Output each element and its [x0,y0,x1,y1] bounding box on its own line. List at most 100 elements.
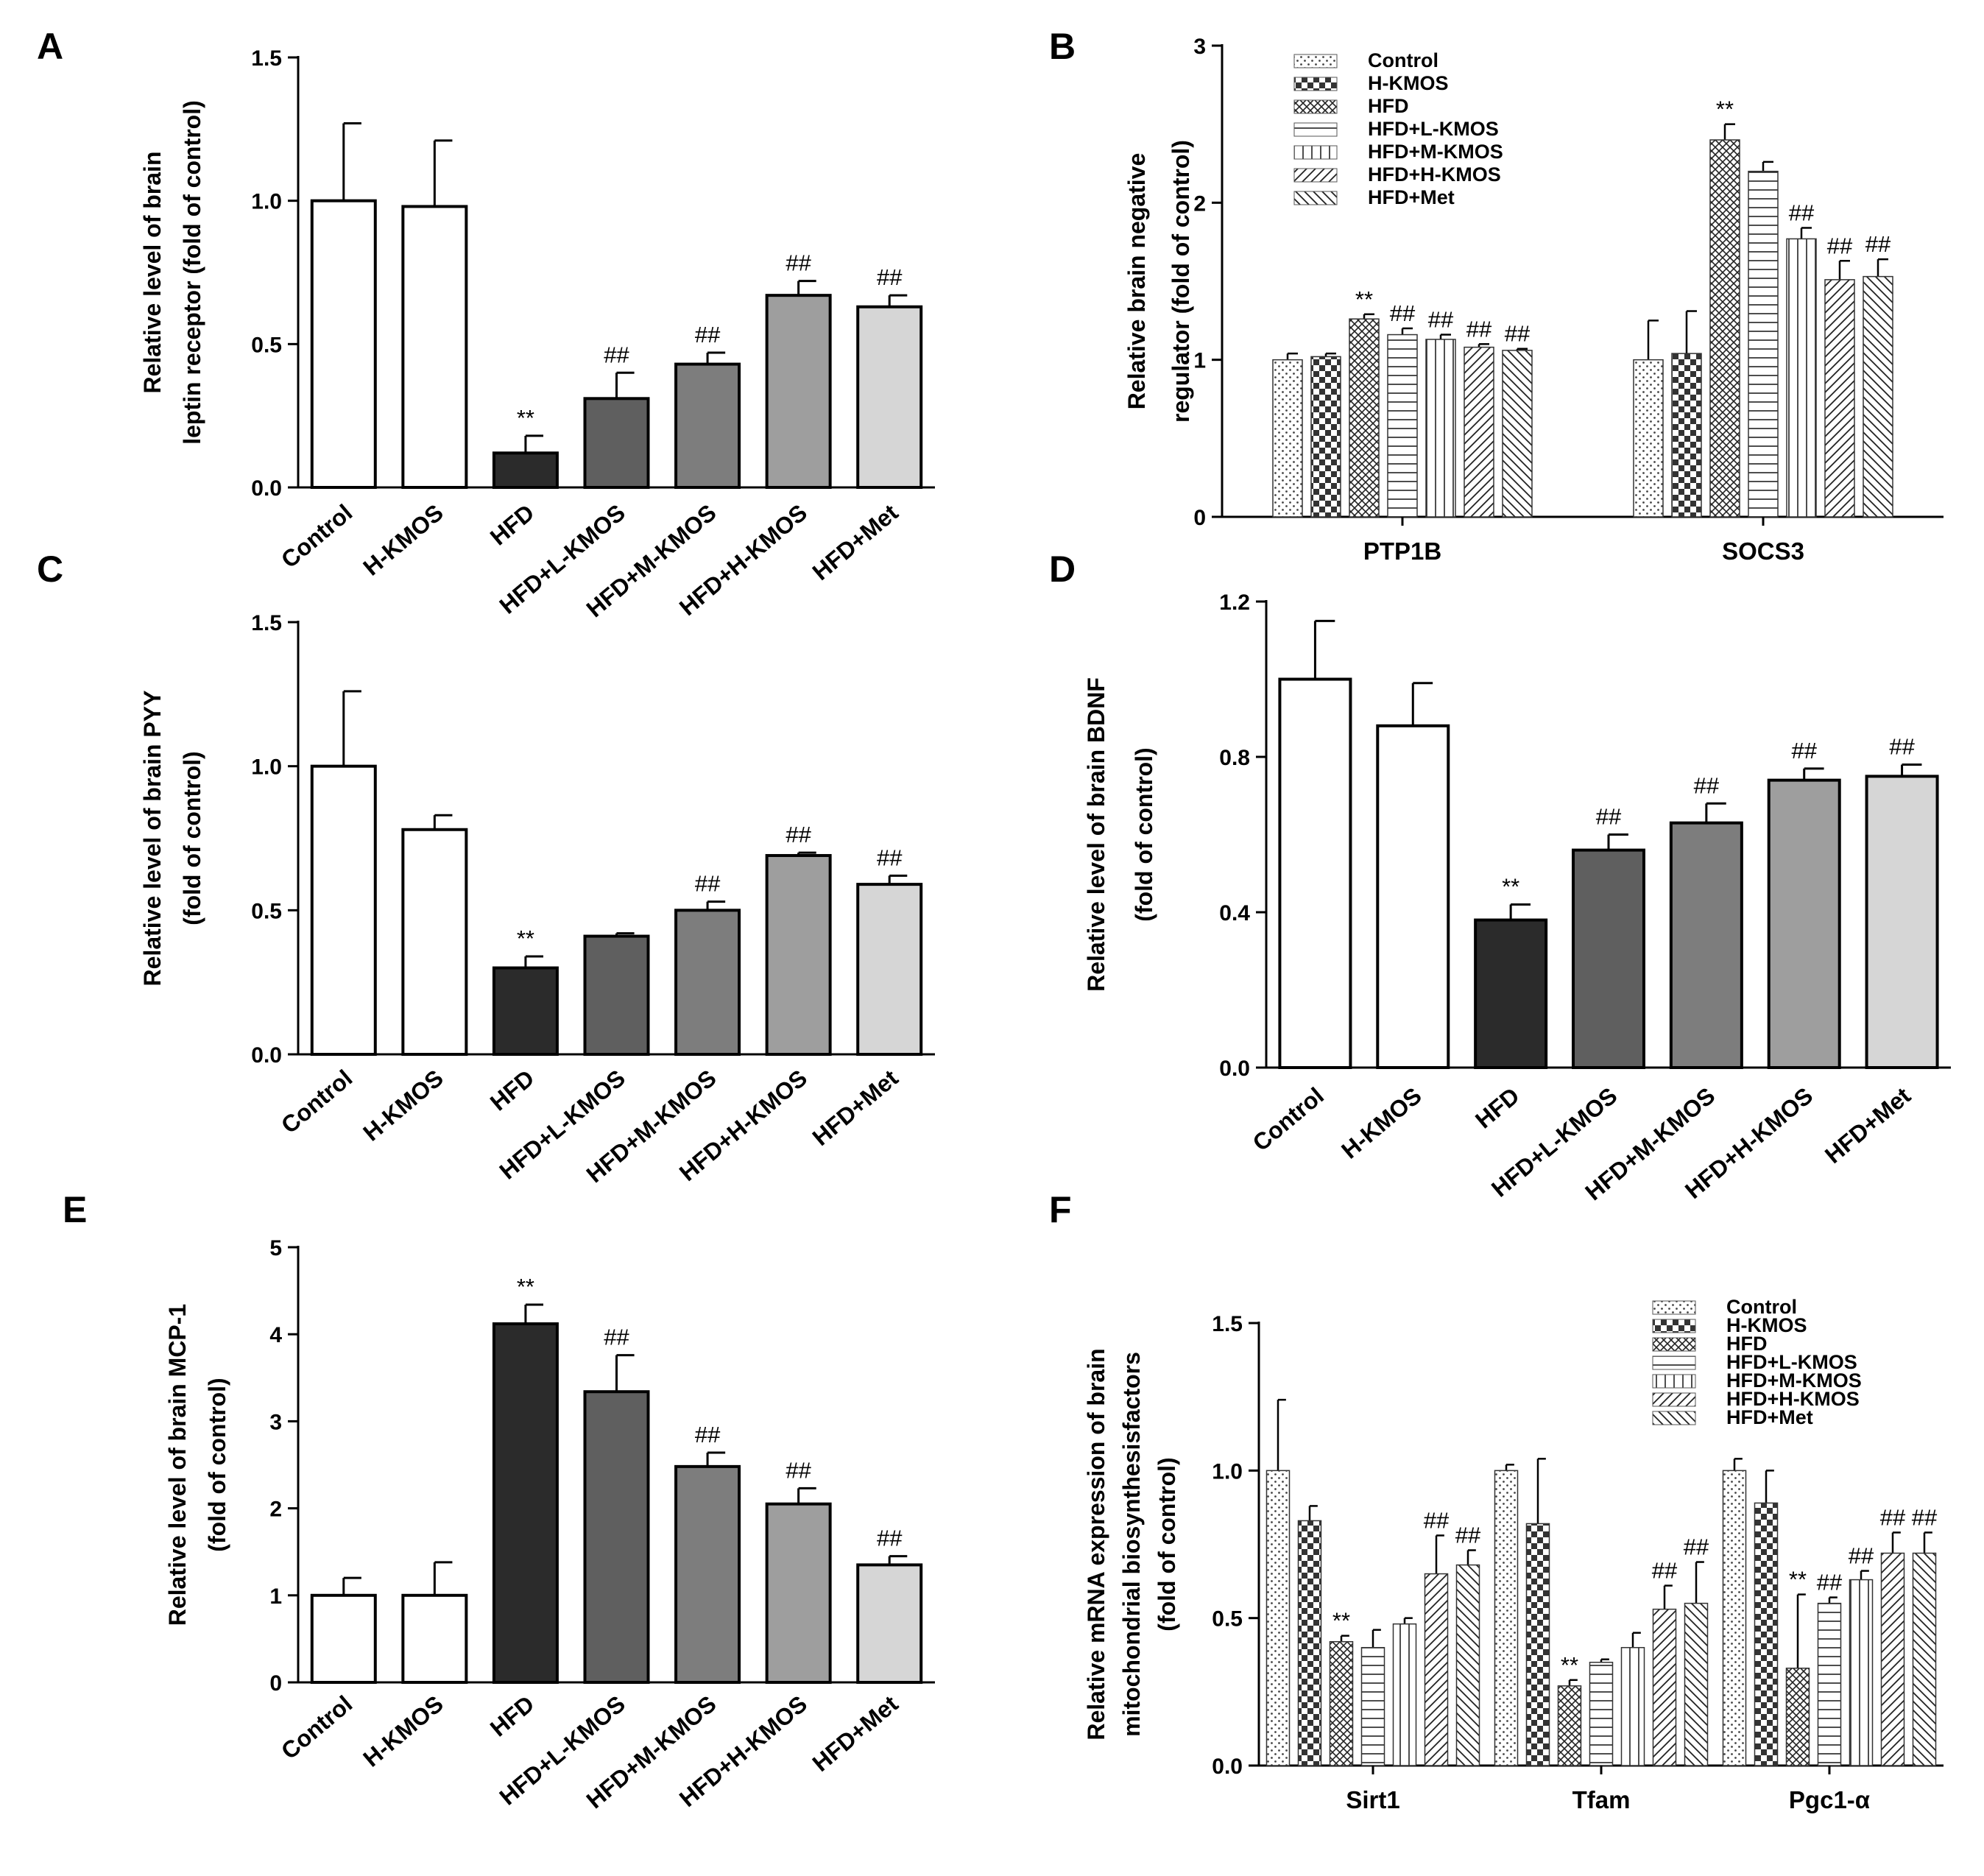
bar-hfd-l-kmos [583,397,650,489]
bar-hfd-h-kmos [765,1502,832,1684]
bar-h-kmos [1376,724,1450,1069]
legend-label: Control [1726,1296,1797,1318]
bar-hfd [1785,1668,1810,1766]
significance-label: ** [517,405,534,431]
bar-control [1278,677,1352,1069]
x-category-label: HFD [485,1065,540,1116]
bar-hfd-met [1502,350,1533,518]
y-tick-label: 0.5 [1212,1607,1243,1632]
significance-label: ## [877,844,903,870]
y-axis-title: (fold of control) [1154,1457,1180,1631]
significance-label: ** [1561,1652,1578,1678]
panel-letter-b: B [1049,26,1076,67]
bar-hfd-h-kmos [1880,1552,1905,1766]
y-tick-label: 1.5 [251,611,282,635]
y-axis-title: Relative level of brain MCP-1 [164,1304,191,1626]
significance-label: ## [786,250,811,276]
significance-label: ## [1652,1558,1678,1584]
y-tick-label: 1.2 [1219,590,1250,615]
y-tick-label: 1.0 [251,755,282,780]
significance-label: ## [786,822,811,847]
bar-hfd-m-kmos [674,362,741,489]
y-axis-title: Relative mRNA expression of brain [1083,1348,1109,1740]
x-category-label: HFD+Met [808,1690,903,1777]
x-group-label: PTP1B [1363,537,1441,565]
legend-label: HFD+Met [1726,1406,1813,1428]
legend-label: HFD+M-KMOS [1368,141,1503,163]
significance-label: ## [1865,231,1891,257]
significance-label: ## [1817,1570,1843,1595]
y-tick-label: 3 [269,1410,282,1434]
legend-label: HFD+L-KMOS [1726,1351,1857,1373]
panel-letter-c: C [37,549,63,590]
legend-label: Control [1368,49,1438,71]
y-axis-title: Relative level of brain [139,151,166,393]
y-tick-label: 0.8 [1219,746,1250,770]
significance-label: ## [1849,1543,1874,1569]
y-axis-title: Relative level of brain PYY [139,691,166,987]
x-category-label: Control [276,1690,357,1765]
legend-swatch [1652,1319,1696,1333]
significance-label: ## [695,871,721,897]
bar-hfd-m-kmos [674,909,741,1057]
significance-label: ## [1880,1504,1906,1530]
significance-label: ## [1596,804,1622,830]
x-category-label: H-KMOS [358,1065,448,1146]
bar-hfd-l-kmos [1572,848,1645,1069]
bar-hfd-h-kmos [1652,1608,1677,1766]
y-axis-title: Relative level of brain BDNF [1083,677,1109,992]
bar-control [1722,1470,1747,1766]
y-axis-title: (fold of control) [179,751,205,925]
bar-hfd-met [856,1563,923,1684]
bar-h-kmos [401,1593,468,1685]
chart-panel-e: 0 1 2 3 4 5 Relative level of brain MCP-1 (fold… [164,1236,935,1813]
significance-label: ## [786,1457,811,1483]
bar-h-kmos [1525,1523,1550,1766]
bar-hfd-l-kmos [1817,1602,1842,1766]
bar-hfd [1329,1640,1354,1766]
y-axis-title: regulator (fold of control) [1168,140,1194,423]
legend-label: H-KMOS [1726,1314,1807,1336]
x-category-label: Control [276,1065,357,1139]
y-tick-label: 0.0 [251,1043,282,1068]
bar-control [1272,359,1303,518]
legend-label: H-KMOS [1368,72,1449,94]
legend-swatch [1293,168,1338,183]
significance-label: ** [1789,1567,1807,1593]
bar-hfd-l-kmos [1360,1646,1385,1766]
legend-swatch [1293,54,1338,68]
bar-hfd [1474,918,1548,1070]
legend-swatch [1652,1392,1696,1407]
significance-label: ## [1505,321,1531,347]
y-tick-label: 5 [269,1236,282,1260]
legend-swatch [1293,122,1338,137]
chart-panel-b: 0 1 2 3 Relative brain negative regulator (fo… [1123,35,1944,565]
bar-control [310,764,377,1056]
panel-letter-a: A [37,26,63,67]
significance-label: ## [1912,1504,1938,1530]
legend-label: HFD+Met [1368,186,1455,208]
legend-swatch [1652,1300,1696,1315]
bar-control [310,199,377,489]
significance-label: ## [695,322,721,348]
significance-label: ** [517,1274,534,1300]
significance-label: ## [1684,1534,1709,1560]
significance-label: ## [695,1422,721,1447]
y-tick-label: 1 [269,1584,282,1609]
x-category-label: HFD+Met [808,499,903,586]
bar-h-kmos [1671,353,1702,518]
significance-label: ** [517,925,534,951]
significance-label: ## [1428,307,1454,333]
bar-hfd [1349,318,1380,518]
x-category-label: HFD [485,499,540,551]
legend-label: HFD+H-KMOS [1726,1388,1860,1410]
y-tick-label: 0.5 [251,899,282,923]
y-tick-label: 0.0 [1212,1755,1243,1779]
bar-hfd-h-kmos [765,294,832,489]
bar-hfd [492,1322,559,1684]
bar-hfd-met [1455,1564,1480,1766]
bar-control [310,1593,377,1685]
bar-hfd [492,451,559,490]
y-tick-label: 1 [1193,349,1206,373]
